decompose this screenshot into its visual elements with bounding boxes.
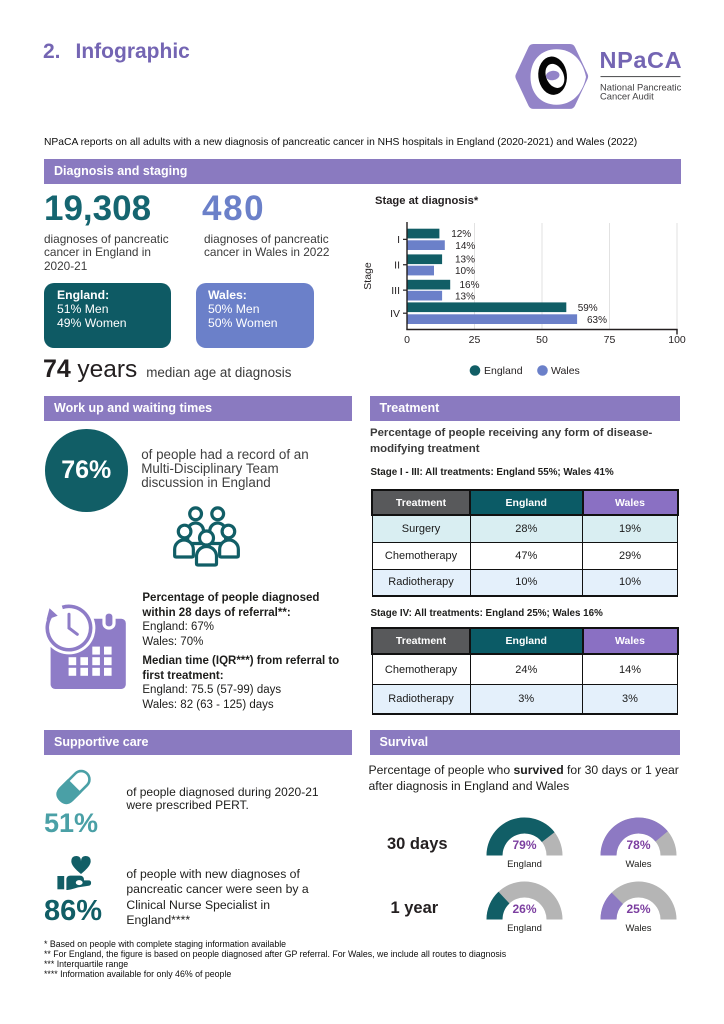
- svg-text:12%: 12%: [451, 229, 471, 240]
- svg-text:13%: 13%: [455, 292, 475, 303]
- svg-text:Wales: Wales: [551, 365, 580, 377]
- svg-text:England: England: [484, 365, 523, 377]
- svg-text:16%: 16%: [460, 280, 480, 291]
- svg-text:I: I: [397, 234, 400, 246]
- svg-text:25: 25: [469, 334, 481, 346]
- svg-text:59%: 59%: [578, 303, 598, 314]
- svg-text:10%: 10%: [455, 266, 475, 277]
- svg-text:IV: IV: [390, 308, 400, 320]
- svg-text:13%: 13%: [455, 255, 475, 266]
- svg-text:NPaCA: NPaCA: [600, 47, 683, 73]
- svg-text:Stage at diagnosis*: Stage at diagnosis*: [375, 195, 479, 207]
- svg-text:75: 75: [604, 334, 616, 346]
- svg-text:II: II: [394, 259, 400, 271]
- svg-text:63%: 63%: [587, 315, 607, 326]
- svg-text:Stage: Stage: [362, 262, 374, 290]
- svg-text:Cancer Audit: Cancer Audit: [600, 91, 654, 102]
- svg-text:National Pancreatic: National Pancreatic: [600, 81, 682, 92]
- svg-text:14%: 14%: [455, 241, 475, 252]
- svg-text:III: III: [391, 285, 400, 297]
- svg-text:50: 50: [536, 334, 548, 346]
- svg-text:0: 0: [404, 334, 410, 346]
- svg-text:100: 100: [668, 334, 686, 346]
